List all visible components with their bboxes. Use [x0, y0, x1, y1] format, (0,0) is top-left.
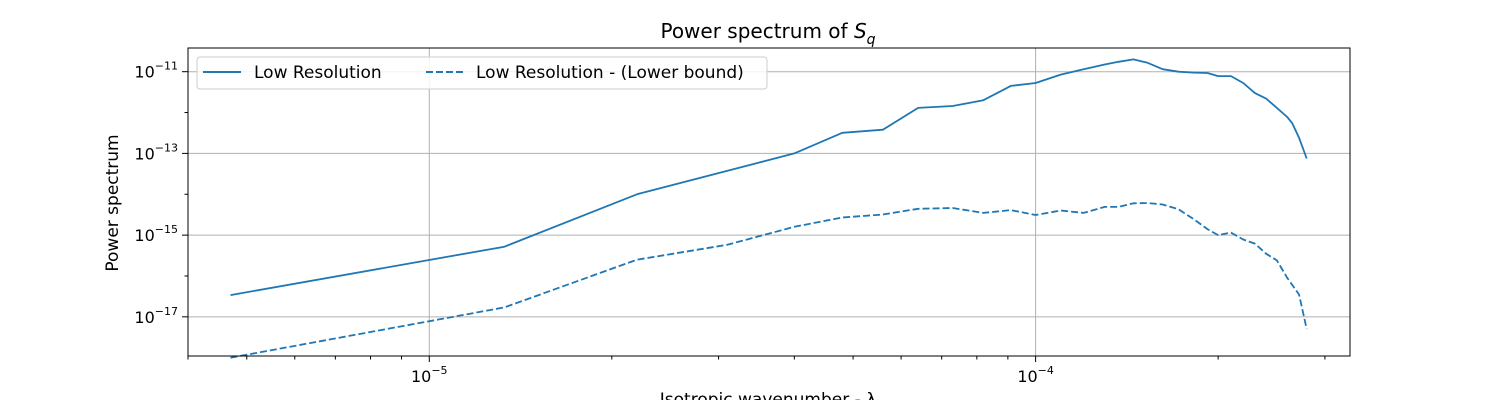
x-axis-label: Isotropic wavenumber - λ	[660, 390, 876, 400]
y-tick-label: 10−17	[134, 305, 178, 327]
gridlines	[188, 48, 1350, 356]
series-line-low-resolution	[230, 58, 1308, 296]
legend: Low Resolution Low Resolution - (Lower b…	[196, 56, 768, 90]
legend-label-low-resolution: Low Resolution	[254, 63, 382, 83]
chart-title: Power spectrum of Sq	[660, 19, 875, 48]
y-tick-label: 10−13	[134, 141, 178, 163]
legend-box	[196, 56, 768, 90]
series-group	[230, 58, 1308, 359]
y-axis-label: Power spectrum	[103, 134, 123, 271]
legend-label-lower-bound: Low Resolution - (Lower bound)	[476, 63, 744, 83]
y-axis-ticks: 10−11 10−13 10−15 10−17	[134, 60, 188, 327]
y-tick-label: 10−15	[134, 223, 178, 245]
x-axis-ticks: 10−5 10−4	[187, 356, 1326, 386]
chart-title-text: Power spectrum of	[660, 19, 853, 43]
x-tick-label: 10−4	[1017, 364, 1054, 386]
plot-frame	[187, 47, 1351, 357]
y-tick-label: 10−11	[134, 60, 178, 82]
x-tick-label: 10−5	[411, 364, 448, 386]
chart-title-subscript: q	[867, 32, 876, 48]
series-line-lower-bound	[230, 202, 1308, 359]
chart-title-symbol: S	[854, 19, 867, 43]
